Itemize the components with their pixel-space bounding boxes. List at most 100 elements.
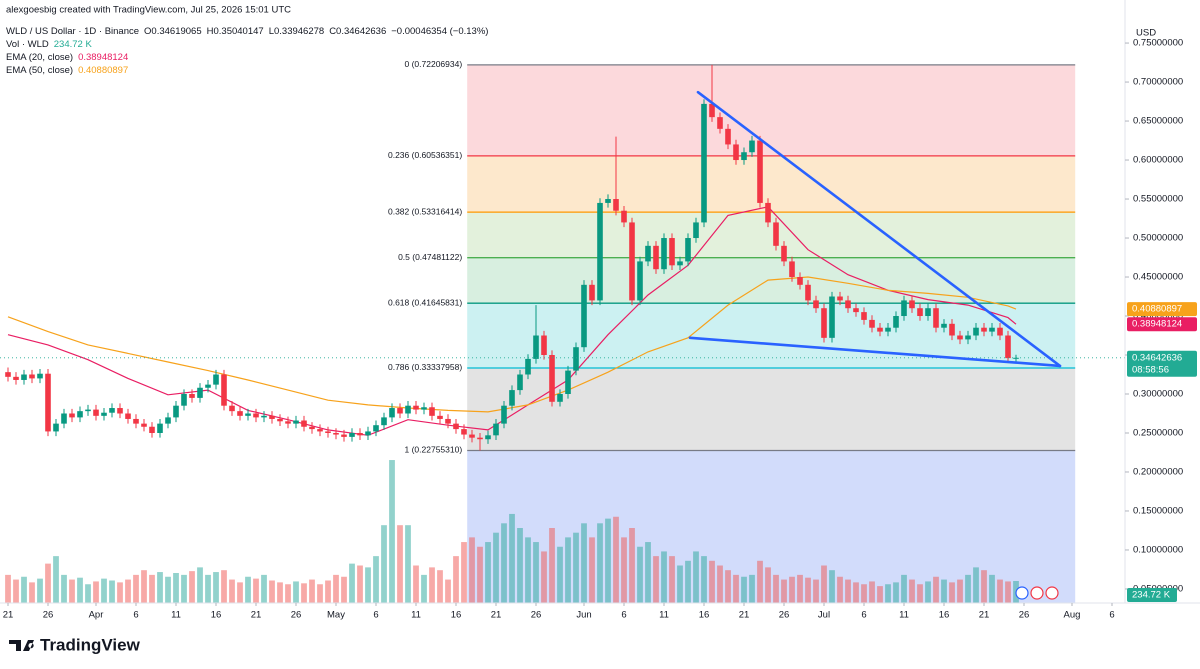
x-tick-label: 11 bbox=[411, 610, 421, 621]
candle-body bbox=[149, 426, 155, 433]
y-tick-label: 0.65000000 bbox=[1133, 116, 1183, 127]
candle-body bbox=[837, 296, 843, 301]
x-tick-label: 6 bbox=[861, 610, 866, 621]
volume-badge-label: 234.72 K bbox=[1132, 590, 1171, 601]
volume-bar bbox=[661, 551, 667, 603]
x-tick-label: 26 bbox=[43, 610, 54, 621]
x-tick-label: Jun bbox=[576, 610, 591, 621]
event-icon bbox=[1015, 586, 1029, 600]
volume-bar bbox=[205, 574, 211, 603]
volume-bar bbox=[565, 537, 571, 603]
x-tick-label: 6 bbox=[373, 610, 378, 621]
candle-body bbox=[589, 284, 595, 301]
candle-body bbox=[13, 376, 19, 380]
candle-body bbox=[341, 434, 347, 437]
candle-body bbox=[797, 277, 803, 285]
volume-bar bbox=[877, 586, 883, 603]
candle-body bbox=[141, 423, 147, 427]
candle-body bbox=[453, 423, 459, 430]
x-tick-label: Aug bbox=[1064, 610, 1081, 621]
candle-body bbox=[485, 435, 491, 440]
ema-line bbox=[7, 276, 1017, 413]
volume-bar bbox=[709, 560, 715, 603]
ohlc-open: O0.34619065 bbox=[144, 26, 202, 37]
y-tick-label: 0.55000000 bbox=[1133, 194, 1183, 205]
volume-bar bbox=[389, 460, 395, 603]
x-tick-label: 16 bbox=[939, 610, 950, 621]
candle-body bbox=[1013, 357, 1019, 359]
y-tick-label: 0.20000000 bbox=[1133, 466, 1183, 477]
trendline bbox=[688, 336, 1062, 368]
candle-body bbox=[645, 245, 651, 262]
volume-bar bbox=[501, 523, 507, 603]
candle-body bbox=[381, 417, 387, 426]
candle-body bbox=[813, 300, 819, 309]
volume-bar bbox=[773, 574, 779, 603]
candle-body bbox=[637, 261, 643, 301]
volume-bar bbox=[93, 581, 99, 603]
y-tick-label: 0.15000000 bbox=[1133, 505, 1183, 516]
candle-body bbox=[709, 103, 715, 118]
volume-bar bbox=[365, 567, 371, 603]
ema-value: 0.40880897 bbox=[78, 65, 129, 76]
candle-body bbox=[69, 413, 75, 418]
candle-body bbox=[101, 412, 107, 416]
volume-bar bbox=[21, 576, 27, 603]
x-tick-label: 11 bbox=[899, 610, 909, 621]
y-tick-label: 0.10000000 bbox=[1133, 544, 1183, 555]
volume-bar bbox=[669, 556, 675, 603]
volume-bar bbox=[245, 576, 251, 603]
volume-bar bbox=[53, 556, 59, 603]
candle-body bbox=[197, 387, 203, 398]
volume-bar bbox=[757, 560, 763, 603]
candle-body bbox=[413, 405, 419, 410]
volume-bar bbox=[437, 570, 443, 603]
ema20-badge bbox=[1127, 317, 1197, 332]
x-tick-label: 11 bbox=[171, 610, 181, 621]
candle-body bbox=[869, 319, 875, 328]
volume-bar bbox=[373, 556, 379, 603]
volume-bar bbox=[861, 584, 867, 603]
volume-bar bbox=[101, 578, 107, 603]
candle-body bbox=[309, 426, 315, 430]
candle-body bbox=[301, 420, 307, 427]
volume-bar bbox=[493, 532, 499, 603]
volume-bar bbox=[117, 582, 123, 603]
candle-body bbox=[629, 222, 635, 301]
y-tick-label: 0.50000000 bbox=[1133, 233, 1183, 244]
volume-bar bbox=[797, 574, 803, 603]
candle-body bbox=[677, 261, 683, 266]
fib-band bbox=[467, 64, 1076, 156]
volume-bar bbox=[69, 579, 75, 603]
volume-bar bbox=[357, 565, 363, 603]
ema50-badge-label: 0.40880897 bbox=[1132, 304, 1182, 315]
candle-body bbox=[909, 300, 915, 309]
candle-body bbox=[429, 407, 435, 416]
x-tick-label: Jul bbox=[818, 610, 830, 621]
ema20-badge-label: 0.38948124 bbox=[1132, 319, 1182, 330]
candle-body bbox=[981, 327, 987, 332]
fib-label: 0.382 (0.53316414) bbox=[388, 206, 462, 216]
candle-body bbox=[829, 296, 835, 338]
volume-bar bbox=[157, 572, 163, 603]
candle-body bbox=[421, 407, 427, 410]
volume-bar bbox=[45, 563, 51, 603]
volume-bar bbox=[517, 528, 523, 603]
volume-bar bbox=[61, 574, 67, 603]
x-tick-label: 11 bbox=[659, 610, 669, 621]
volume-bar bbox=[453, 556, 459, 603]
volume-bar bbox=[37, 578, 43, 603]
candle-body bbox=[581, 284, 587, 348]
x-tick-label: 21 bbox=[739, 610, 750, 621]
x-tick-label: 6 bbox=[133, 610, 138, 621]
candle-body bbox=[29, 374, 35, 379]
candle-body bbox=[845, 300, 851, 309]
candle-body bbox=[885, 327, 891, 332]
candle-body bbox=[469, 434, 475, 438]
volume-bar bbox=[1005, 581, 1011, 603]
volume-bar bbox=[133, 574, 139, 603]
candle-body bbox=[733, 144, 739, 161]
candle-body bbox=[877, 327, 883, 332]
candle-body bbox=[997, 327, 1003, 336]
volume-bar bbox=[149, 574, 155, 603]
